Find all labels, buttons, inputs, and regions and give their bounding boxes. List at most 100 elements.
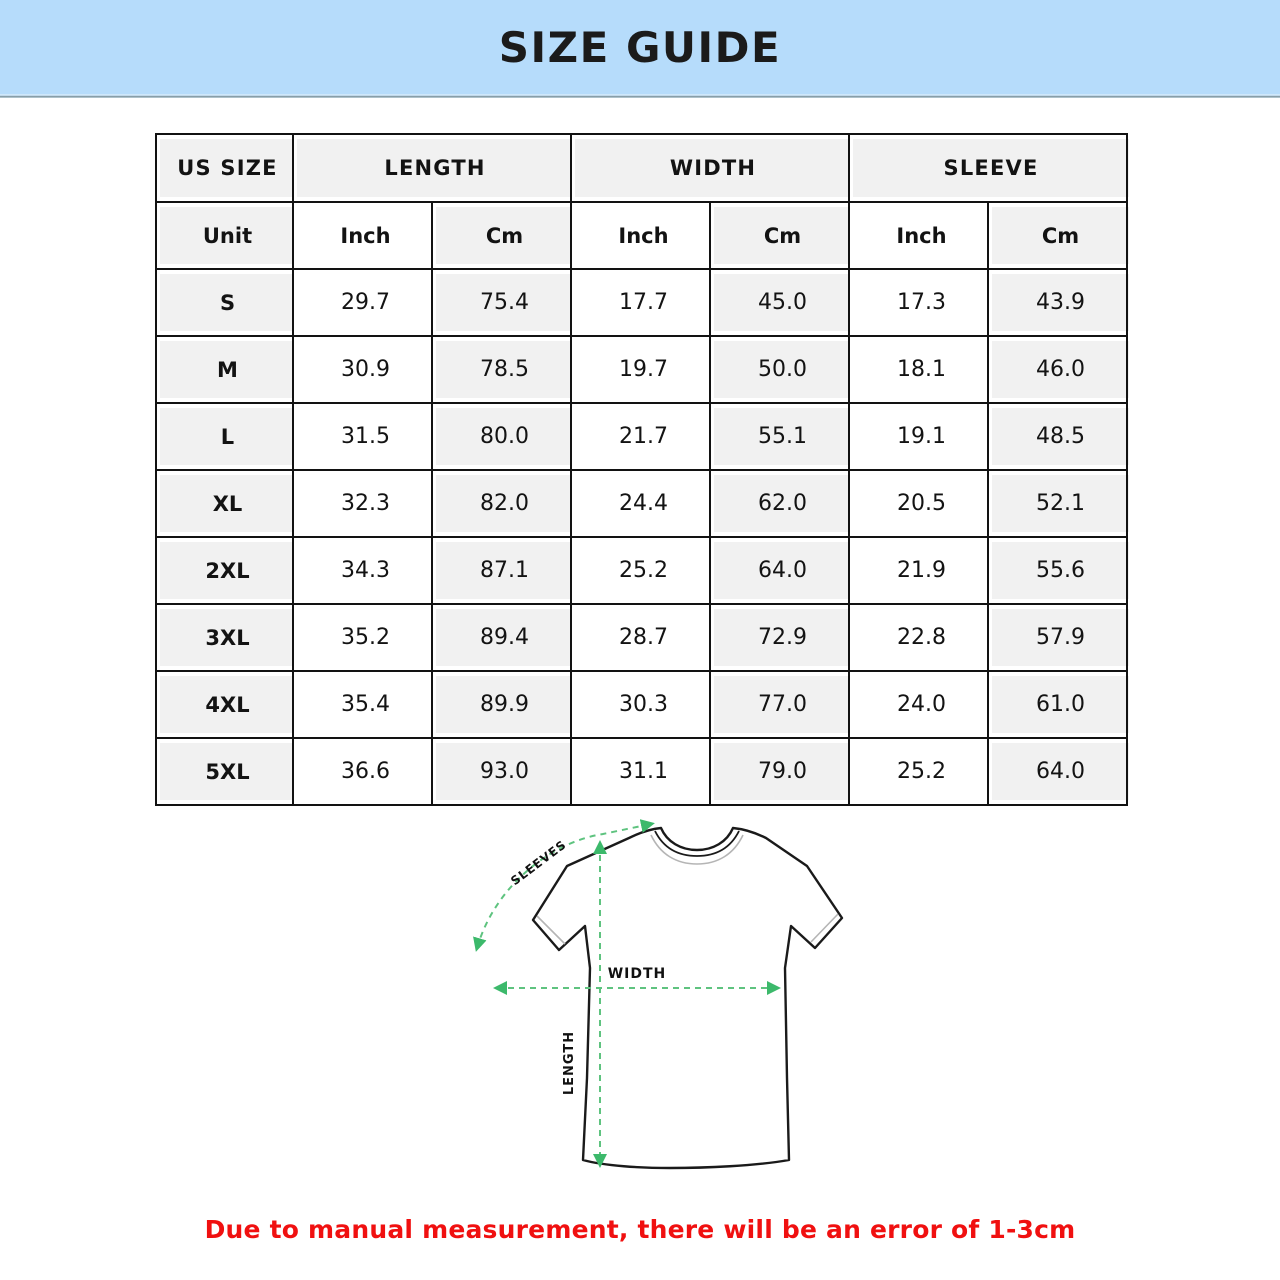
cell-width-cm: 77.0 <box>709 670 851 739</box>
cell-width-in: 28.7 <box>570 603 712 672</box>
cell-length-cm-value: 87.1 <box>436 542 573 599</box>
cell-width-in-value: 24.4 <box>575 475 712 532</box>
cell-width-in: 25.2 <box>570 536 712 605</box>
cell-length-in: 30.9 <box>292 335 434 404</box>
cell-sleeve-in: 17.3 <box>848 268 990 337</box>
unit-header-cell-4: Cm <box>709 201 851 270</box>
table-row: M 30.9 78.5 19.7 50.0 18.1 46.0 <box>155 335 1129 404</box>
cell-length-cm-value: 80.0 <box>436 408 573 465</box>
cell-length-in: 31.5 <box>292 402 434 471</box>
group-header-length: LENGTH <box>292 133 573 203</box>
group-header-sleeve-label: SLEEVE <box>853 139 1129 197</box>
cell-size-label: L <box>160 408 295 465</box>
cell-sleeve-in-value: 18.1 <box>853 341 990 398</box>
unit-header-label-0: Unit <box>160 207 295 264</box>
unit-header-label-3: Inch <box>575 207 712 264</box>
table-row: L 31.5 80.0 21.7 55.1 19.1 48.5 <box>155 402 1129 471</box>
cell-size: 4XL <box>155 670 295 739</box>
cell-sleeve-cm: 55.6 <box>987 536 1129 605</box>
cell-length-in: 32.3 <box>292 469 434 538</box>
cell-size: S <box>155 268 295 337</box>
group-header-sleeve: SLEEVE <box>848 133 1129 203</box>
cell-sleeve-in-value: 24.0 <box>853 676 990 733</box>
cell-length-cm-value: 75.4 <box>436 274 573 331</box>
cell-size: M <box>155 335 295 404</box>
unit-header-cell-2: Cm <box>431 201 573 270</box>
cell-length-in-value: 35.2 <box>297 609 434 666</box>
cell-sleeve-cm-value: 61.0 <box>992 676 1129 733</box>
cell-sleeve-in-value: 22.8 <box>853 609 990 666</box>
cell-size-label: 5XL <box>160 743 295 800</box>
cell-sleeve-cm-value: 48.5 <box>992 408 1129 465</box>
cell-sleeve-in: 21.9 <box>848 536 990 605</box>
cell-length-cm: 82.0 <box>431 469 573 538</box>
cell-width-cm: 79.0 <box>709 737 851 806</box>
cell-sleeve-cm-value: 57.9 <box>992 609 1129 666</box>
cell-sleeve-cm: 61.0 <box>987 670 1129 739</box>
cell-width-cm: 45.0 <box>709 268 851 337</box>
page-title: SIZE GUIDE <box>498 22 782 72</box>
cell-sleeve-cm: 43.9 <box>987 268 1129 337</box>
cell-width-in: 19.7 <box>570 335 712 404</box>
cell-width-in-value: 17.7 <box>575 274 712 331</box>
table-group-header-row: US SIZE LENGTH WIDTH SLEEVE <box>155 133 1129 203</box>
size-table-wrapper: US SIZE LENGTH WIDTH SLEEVE Unit Inch <box>155 133 1129 806</box>
table-row: 5XL 36.6 93.0 31.1 79.0 25.2 64.0 <box>155 737 1129 806</box>
cell-length-cm-value: 89.9 <box>436 676 573 733</box>
cell-size: XL <box>155 469 295 538</box>
cell-length-cm: 93.0 <box>431 737 573 806</box>
cell-length-in-value: 34.3 <box>297 542 434 599</box>
cell-sleeve-cm-value: 64.0 <box>992 743 1129 800</box>
sleeves-measure-line <box>473 819 655 952</box>
cell-sleeve-in: 19.1 <box>848 402 990 471</box>
table-unit-header-row: Unit Inch Cm Inch Cm Inch Cm <box>155 201 1129 270</box>
cell-width-in-value: 19.7 <box>575 341 712 398</box>
cell-size-label: M <box>160 341 295 398</box>
cell-width-cm: 50.0 <box>709 335 851 404</box>
cell-length-cm-value: 89.4 <box>436 609 573 666</box>
cell-sleeve-in: 22.8 <box>848 603 990 672</box>
tshirt-collar-detail <box>654 830 740 857</box>
banner-divider <box>0 94 1280 98</box>
cell-sleeve-cm: 46.0 <box>987 335 1129 404</box>
tshirt-collar-shadow <box>650 834 744 865</box>
cell-length-in-value: 32.3 <box>297 475 434 532</box>
cell-sleeve-in-value: 25.2 <box>853 743 990 800</box>
cell-width-in-value: 21.7 <box>575 408 712 465</box>
length-label: LENGTH <box>562 1031 577 1095</box>
table-row: 3XL 35.2 89.4 28.7 72.9 22.8 57.9 <box>155 603 1129 672</box>
cell-width-cm-value: 77.0 <box>714 676 851 733</box>
cell-size-label: S <box>160 274 295 331</box>
cell-sleeve-in-value: 17.3 <box>853 274 990 331</box>
cell-sleeve-cm: 57.9 <box>987 603 1129 672</box>
cell-length-in: 35.2 <box>292 603 434 672</box>
cell-sleeve-in: 20.5 <box>848 469 990 538</box>
cell-length-cm: 87.1 <box>431 536 573 605</box>
unit-header-cell-6: Cm <box>987 201 1129 270</box>
cell-length-cm-value: 82.0 <box>436 475 573 532</box>
cell-width-in: 31.1 <box>570 737 712 806</box>
cell-length-in-value: 35.4 <box>297 676 434 733</box>
measurement-disclaimer: Due to manual measurement, there will be… <box>204 1215 1076 1244</box>
cell-sleeve-in: 24.0 <box>848 670 990 739</box>
cell-width-in-value: 30.3 <box>575 676 712 733</box>
cell-width-in: 30.3 <box>570 670 712 739</box>
tshirt-outline-shape <box>531 826 844 1170</box>
cell-width-in: 24.4 <box>570 469 712 538</box>
unit-header-label-4: Cm <box>714 207 851 264</box>
cell-sleeve-in-value: 21.9 <box>853 542 990 599</box>
unit-header-cell-0: Unit <box>155 201 295 270</box>
table-row: XL 32.3 82.0 24.4 62.0 20.5 52.1 <box>155 469 1129 538</box>
cell-length-cm: 89.9 <box>431 670 573 739</box>
cell-sleeve-cm-value: 55.6 <box>992 542 1129 599</box>
cell-size: 5XL <box>155 737 295 806</box>
cell-width-in: 17.7 <box>570 268 712 337</box>
cell-width-in: 21.7 <box>570 402 712 471</box>
cell-length-in-value: 31.5 <box>297 408 434 465</box>
table-row: 4XL 35.4 89.9 30.3 77.0 24.0 61.0 <box>155 670 1129 739</box>
group-header-us-size-label: US SIZE <box>160 139 295 197</box>
cell-sleeve-cm-value: 52.1 <box>992 475 1129 532</box>
group-header-us-size: US SIZE <box>155 133 295 203</box>
cell-size-label: 2XL <box>160 542 295 599</box>
cell-width-cm-value: 79.0 <box>714 743 851 800</box>
